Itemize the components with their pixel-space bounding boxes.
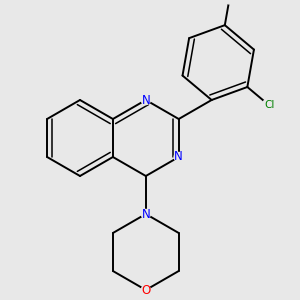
Circle shape	[141, 209, 150, 219]
Circle shape	[141, 285, 150, 295]
Text: Cl: Cl	[264, 100, 274, 110]
Text: N: N	[141, 94, 150, 106]
Text: O: O	[141, 284, 150, 296]
Circle shape	[174, 152, 183, 162]
Text: Cl: Cl	[225, 0, 235, 2]
Text: N: N	[174, 151, 183, 164]
Circle shape	[223, 0, 237, 4]
Circle shape	[141, 95, 150, 105]
Text: N: N	[141, 208, 150, 220]
Circle shape	[262, 98, 276, 112]
